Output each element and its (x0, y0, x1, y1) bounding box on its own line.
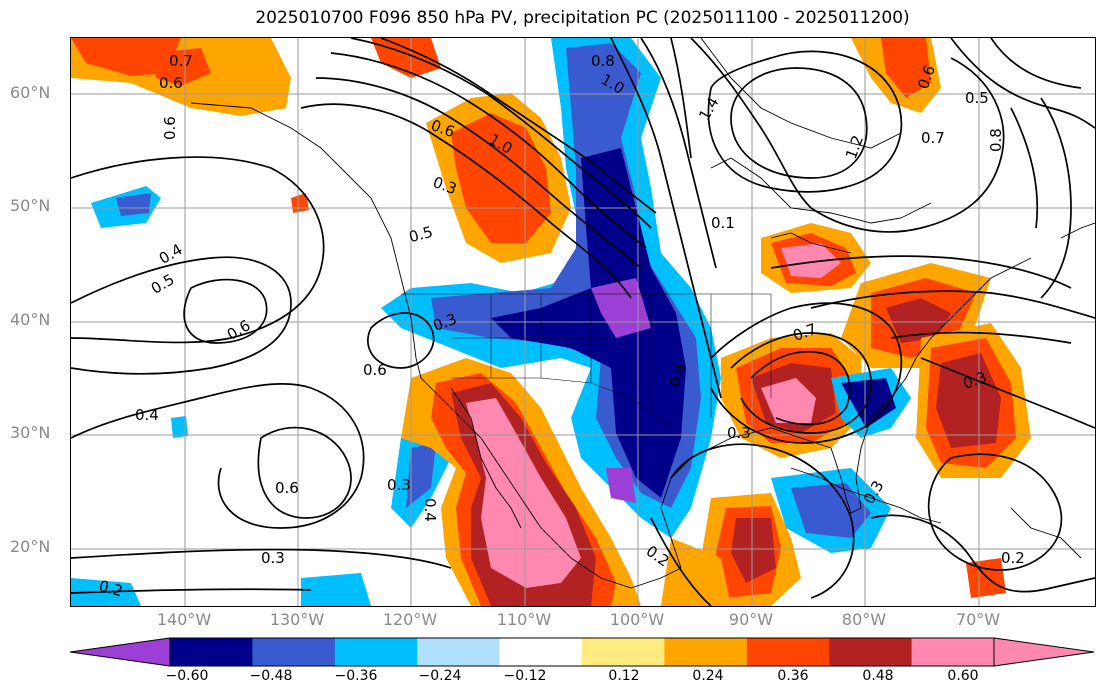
contour-label: 0.1 (711, 214, 735, 232)
colorbar-tick: 0.36 (777, 668, 809, 684)
colorbar (70, 637, 1094, 667)
colorbar-segment (499, 638, 583, 666)
positive-anomaly-mexico-core (466, 398, 581, 588)
colorbar-segment (170, 638, 253, 666)
colorbar-segment (829, 638, 913, 666)
contour-label: 0.6 (275, 479, 299, 497)
lon-label-70w: 70°W (955, 610, 1001, 629)
contour-label: 0.2 (1001, 549, 1025, 567)
contour-label: 0.5 (407, 223, 435, 247)
lon-label-130w: 130°W (269, 610, 325, 629)
contour-label: 0.4 (135, 406, 159, 424)
lon-label-120w: 120°W (382, 610, 438, 629)
precip-shading (71, 38, 1031, 606)
colorbar-tick: 0.60 (947, 668, 979, 684)
colorbar-tick: −0.36 (334, 668, 378, 684)
graticule (71, 38, 1095, 606)
colorbar-extend-low (70, 637, 171, 667)
contour-label: 0.6 (159, 74, 183, 92)
contour-label: 0.8 (987, 128, 1005, 152)
contour-label: 0.6 (161, 116, 179, 140)
colorbar-outline (169, 637, 995, 667)
colorbar-tick: 0.12 (608, 668, 640, 684)
contour-label: 0.3 (727, 424, 751, 442)
lon-label-100w: 100°W (609, 610, 665, 629)
colorbar-tick: −0.48 (249, 668, 293, 684)
colorbar-tick: 0.24 (692, 668, 724, 684)
contour-label: 0.3 (387, 476, 411, 494)
positive-anomaly-nw-core (71, 38, 181, 76)
contour-label: 0.6 (224, 316, 254, 344)
contour-label: 0.3 (261, 549, 285, 567)
colorbar-tick: −0.60 (165, 668, 209, 684)
colorbar-extend-high (993, 637, 1094, 667)
lat-label-40n: 40°N (10, 310, 51, 329)
lon-label-140w: 140°W (156, 610, 212, 629)
colorbar-segment (664, 638, 748, 666)
contour-label: 0.7 (169, 52, 193, 70)
colorbar-tick: 0.48 (862, 668, 894, 684)
contour-label: 1.2 (842, 133, 867, 162)
coastlines (190, 38, 1095, 589)
colorbar-segments (170, 638, 995, 666)
colorbar-tick: −0.12 (503, 668, 547, 684)
contour-label: 0.2 (97, 577, 125, 601)
lon-label-80w: 80°W (841, 610, 887, 629)
colorbar-segment (911, 638, 995, 666)
colorbar-segment (582, 638, 665, 666)
contour-label: 0.5 (965, 89, 989, 107)
pv-contours (71, 38, 1095, 606)
lat-label-60n: 60°N (10, 83, 51, 102)
lon-label-110w: 110°W (496, 610, 552, 629)
colorbar-segment (334, 638, 418, 666)
map-panel: 0.7 0.6 0.6 0.8 1.0 0.6 1.0 0.3 0.5 0.4 … (70, 37, 1096, 607)
colorbar-segment (252, 638, 336, 666)
colorbar-tick: −0.24 (418, 668, 462, 684)
contour-label: 0.7 (921, 129, 945, 147)
contour-label: 0.5 (148, 270, 178, 298)
contour-label: 0.6 (363, 361, 387, 379)
colorbar-segment (746, 638, 830, 666)
contour-label: 0.4 (421, 498, 439, 522)
lat-label-50n: 50°N (10, 196, 51, 215)
contour-label: 1.4 (695, 94, 723, 124)
lat-label-30n: 30°N (10, 423, 51, 442)
lon-label-90w: 90°W (728, 610, 774, 629)
contour-label: 0.4 (156, 240, 186, 268)
map-title: 2025010700 F096 850 hPa PV, precipitatio… (255, 8, 910, 28)
colorbar-segment (417, 638, 501, 666)
map-svg: 0.7 0.6 0.6 0.8 1.0 0.6 1.0 0.3 0.5 0.4 … (71, 38, 1095, 606)
contour-label: 0.8 (591, 52, 615, 70)
lat-label-20n: 20°N (10, 537, 51, 556)
